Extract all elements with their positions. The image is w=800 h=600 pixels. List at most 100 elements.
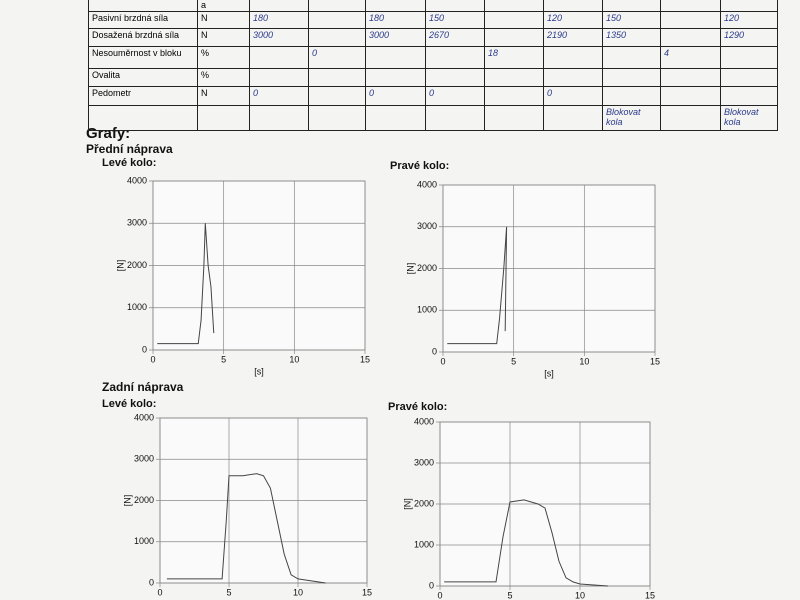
value-cell [484, 105, 544, 131]
y-tick-label: 1000 [417, 305, 437, 315]
label-cell: N [197, 11, 250, 29]
value-cell [484, 68, 544, 87]
chart-title: Pravé kolo: [388, 401, 447, 413]
value-cell: 150 [602, 11, 661, 29]
value-cell: 4 [660, 46, 721, 69]
y-tick-label: 3000 [414, 457, 434, 467]
y-axis-label: [N] [115, 260, 125, 272]
value-cell: 180 [249, 11, 309, 29]
y-tick-label: 1000 [414, 539, 434, 549]
value-cell: 1290 [720, 28, 778, 47]
x-tick-label: 15 [362, 587, 372, 597]
value-cell [249, 46, 309, 69]
y-tick-label: 2000 [417, 263, 437, 273]
table-row: Pedometr N 0 0 0 0 [88, 86, 778, 106]
table-row: Ovalita% [88, 68, 778, 87]
y-tick-label: 3000 [127, 218, 147, 228]
value-cell [720, 0, 778, 12]
value-cell: Blokovat kola [602, 105, 661, 131]
value-cell: 0 [249, 86, 309, 106]
x-tick-label: 0 [440, 356, 445, 366]
value-cell: 120 [543, 11, 603, 29]
y-tick-label: 4000 [127, 175, 147, 185]
x-tick-label: 5 [511, 356, 516, 366]
value-cell [602, 86, 661, 106]
chart-title: Pravé kolo: [390, 160, 449, 172]
value-cell [249, 0, 309, 12]
label-cell: Dosažená brzdná síla [88, 28, 198, 47]
y-axis-label: [N] [122, 495, 132, 507]
x-tick-label: 15 [360, 354, 370, 364]
label-cell: N [197, 86, 250, 106]
y-tick-label: 0 [149, 577, 154, 587]
value-cell: 180 [365, 11, 426, 29]
value-cell: 120 [720, 11, 778, 29]
value-cell: 3000 [249, 28, 309, 47]
label-cell [88, 105, 198, 131]
y-tick-label: 3000 [134, 454, 154, 464]
value-cell [365, 105, 426, 131]
value-cell: 18 [484, 46, 544, 69]
label-cell: % [197, 68, 250, 87]
value-cell [602, 0, 661, 12]
x-tick-label: 10 [289, 354, 299, 364]
x-axis-label: [s] [544, 368, 554, 378]
force-curve [166, 473, 326, 584]
value-cell: 0 [308, 46, 366, 69]
y-axis-label: [N] [405, 263, 415, 275]
chart-title: Levé kolo: [102, 157, 156, 169]
value-cell [365, 0, 426, 12]
value-cell [660, 86, 721, 106]
x-tick-label: 0 [157, 587, 162, 597]
value-cell [660, 11, 721, 29]
value-cell [484, 28, 544, 47]
value-cell [249, 68, 309, 87]
table-row: Dosažená brzdná síla N 3000 3000 2670 2190 135… [88, 28, 778, 47]
y-tick-label: 0 [432, 346, 437, 356]
y-tick-label: 2000 [134, 495, 154, 505]
value-cell [660, 68, 721, 87]
value-cell [543, 46, 603, 69]
x-axis-label: [s] [254, 366, 264, 376]
y-tick-label: 4000 [417, 179, 437, 189]
value-cell [484, 11, 544, 29]
results-table: a Pasivní brzdná síla N 180 180 150 120 150 120 D… [88, 0, 778, 131]
value-cell: 3000 [365, 28, 426, 47]
table-row: a [88, 0, 778, 12]
section-title: Zadní náprava [102, 380, 184, 394]
y-tick-label: 1000 [127, 302, 147, 312]
value-cell [720, 86, 778, 106]
section-title: Přední náprava [86, 142, 173, 156]
value-cell [720, 68, 778, 87]
value-cell: 150 [425, 11, 485, 29]
value-cell [660, 0, 721, 12]
table-row: Pasivní brzdná síla N 180 180 150 120 150 120 [88, 11, 778, 29]
y-tick-label: 0 [142, 344, 147, 354]
label-cell: Pedometr [88, 86, 198, 106]
table-row: Nesouměrnost v bloku% 0 18 4 [88, 46, 778, 69]
value-cell [660, 28, 721, 47]
value-cell [308, 11, 366, 29]
label-cell: a [197, 0, 250, 12]
value-cell: 0 [425, 86, 485, 106]
y-tick-label: 4000 [134, 412, 154, 422]
y-tick-label: 3000 [417, 221, 437, 231]
value-cell [425, 46, 485, 69]
value-cell [602, 68, 661, 87]
x-tick-label: 10 [293, 587, 303, 597]
value-cell [365, 46, 426, 69]
value-cell: 0 [365, 86, 426, 106]
x-tick-label: 5 [507, 590, 512, 600]
value-cell [249, 105, 309, 131]
x-tick-label: 5 [226, 587, 231, 597]
chart-title: Levé kolo: [102, 398, 156, 410]
y-tick-label: 2000 [414, 498, 434, 508]
force-curve [444, 499, 609, 587]
value-cell [484, 86, 544, 106]
value-cell [365, 68, 426, 87]
x-tick-label: 10 [579, 356, 589, 366]
value-cell [543, 0, 603, 12]
value-cell [484, 0, 544, 12]
force-curve [157, 223, 215, 345]
